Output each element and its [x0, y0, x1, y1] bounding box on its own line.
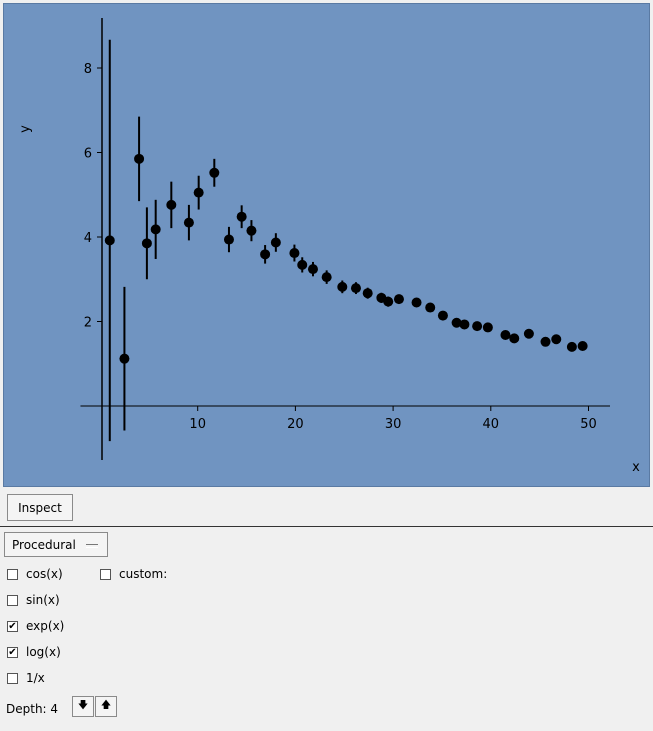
data-point	[307, 264, 318, 275]
y-tick-label: 2	[84, 316, 92, 331]
data-point	[350, 283, 361, 294]
data-point	[577, 341, 588, 352]
mode-select[interactable]: Procedural	[4, 532, 108, 557]
data-point	[523, 328, 534, 339]
arrow-down-icon: 🡇	[77, 700, 89, 711]
data-point	[437, 310, 448, 321]
data-point	[183, 217, 194, 228]
data-point	[393, 294, 404, 305]
data-point	[459, 319, 470, 330]
mode-select-value: Procedural	[12, 537, 76, 552]
y-axis-label: y	[18, 125, 33, 133]
checkbox-label: custom:	[119, 567, 168, 581]
data-point	[193, 187, 204, 198]
checkbox-box[interactable]: ✔	[7, 620, 18, 632]
data-point	[551, 334, 562, 345]
data-point	[383, 296, 394, 307]
data-point	[566, 341, 577, 352]
data-point	[104, 235, 115, 246]
data-point	[337, 281, 348, 292]
data-point	[141, 238, 152, 249]
data-point	[482, 322, 493, 333]
arrow-up-icon: 🡅	[100, 700, 112, 711]
checkbox-box[interactable]	[7, 594, 18, 606]
checkbox-exp[interactable]: ✔ exp(x)	[7, 619, 64, 633]
data-point	[289, 248, 300, 259]
x-tick-label: 50	[580, 417, 597, 432]
data-point	[425, 302, 436, 313]
data-point	[246, 225, 257, 236]
checkbox-sin[interactable]: sin(x)	[7, 593, 60, 607]
checkbox-log[interactable]: ✔ log(x)	[7, 645, 61, 659]
checkbox-label: 1/x	[26, 671, 45, 685]
checkbox-box[interactable]	[7, 672, 18, 684]
checkbox-inverse[interactable]: 1/x	[7, 671, 45, 685]
data-point	[540, 336, 551, 347]
checkbox-label: exp(x)	[26, 619, 65, 633]
checkbox-box[interactable]	[7, 568, 18, 580]
x-tick-label: 40	[483, 417, 500, 432]
inspect-button[interactable]: Inspect	[7, 494, 73, 521]
depth-increase-button[interactable]: 🡅	[95, 696, 117, 717]
dropdown-indicator-icon	[86, 544, 98, 548]
data-point	[236, 211, 247, 222]
data-point	[509, 333, 520, 344]
depth-label: Depth: 4	[6, 702, 59, 716]
x-tick-label: 10	[189, 417, 206, 432]
data-point	[362, 288, 373, 299]
data-point	[260, 249, 271, 260]
data-point	[472, 321, 483, 332]
x-tick-label: 20	[287, 417, 304, 432]
data-point	[150, 224, 161, 235]
checkbox-label: log(x)	[26, 645, 61, 659]
checkbox-custom[interactable]: custom:	[100, 567, 167, 581]
data-point	[119, 353, 130, 364]
checkbox-cos[interactable]: cos(x)	[7, 567, 63, 581]
data-point	[321, 272, 332, 283]
checkbox-label: sin(x)	[26, 593, 60, 607]
y-tick-label: 8	[84, 62, 92, 77]
y-tick-label: 6	[84, 147, 92, 162]
y-tick-label: 4	[84, 231, 92, 246]
data-point	[451, 317, 462, 328]
checkbox-label: cos(x)	[26, 567, 63, 581]
checkbox-box[interactable]: ✔	[7, 646, 18, 658]
data-point	[270, 237, 281, 248]
x-tick-label: 30	[385, 417, 402, 432]
data-point	[411, 297, 422, 308]
data-point	[166, 199, 177, 210]
data-point	[209, 167, 220, 178]
x-axis-label: x	[632, 460, 640, 475]
data-point	[134, 153, 145, 164]
scatter-chart: 10 20 30 40 50 2 4 6 8 x y	[18, 18, 640, 475]
data-point	[223, 234, 234, 245]
depth-decrease-button[interactable]: 🡇	[72, 696, 94, 717]
data-point	[500, 330, 511, 341]
data-point	[297, 259, 308, 270]
separator	[0, 526, 653, 527]
checkbox-box[interactable]	[100, 568, 111, 580]
plot-area[interactable]: 10 20 30 40 50 2 4 6 8 x y	[3, 3, 650, 487]
